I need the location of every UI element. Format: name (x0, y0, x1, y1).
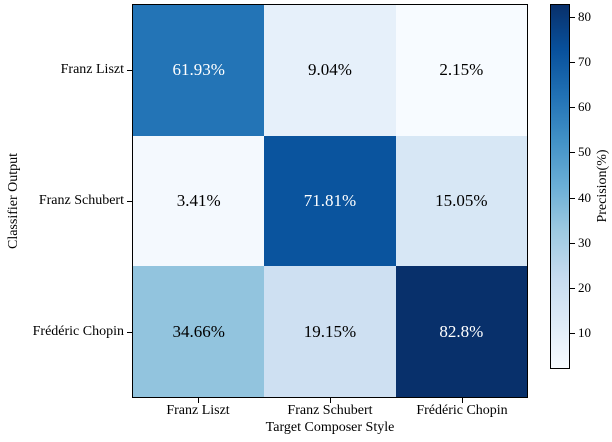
cell-value-label: 61.93% (172, 60, 225, 80)
colorbar-tick-label: 40 (578, 189, 591, 205)
cell-value-label: 15.05% (435, 190, 488, 210)
heatmap-cell: 15.05% (395, 135, 527, 267)
colorbar-tick-label: 50 (578, 144, 591, 160)
heatmap-cell: 2.15% (395, 5, 527, 136)
y-tick-mark (127, 201, 132, 202)
cell-value-label: 82.8% (439, 321, 484, 341)
heatmap-cell: 9.04% (264, 5, 396, 136)
colorbar-tick-label: 70 (578, 53, 591, 69)
heatmap-cell: 19.15% (264, 266, 396, 397)
cell-value-label: 2.15% (439, 60, 484, 80)
y-tick-label: Franz Schubert (38, 193, 124, 208)
cell-value-label: 34.66% (172, 321, 225, 341)
cell-value-label: 3.41% (176, 190, 221, 210)
heatmap-cell: 34.66% (133, 266, 265, 397)
y-tick-mark (127, 332, 132, 334)
x-tick-label: Franz Liszt (166, 403, 230, 418)
heatmap-cell: 82.8% (395, 266, 527, 397)
colorbar-tick-mark (570, 152, 575, 154)
y-tick-mark (127, 69, 132, 71)
heatmap: 61.93% 9.04% 2.15% 3.41% 71.81% 15.05% 34.66% 1… (132, 4, 528, 398)
colorbar-tick-label: 10 (578, 325, 591, 341)
colorbar-tick-label: 30 (578, 234, 591, 250)
cell-value-label: 19.15% (303, 321, 357, 341)
colorbar-tick-label: 20 (578, 280, 591, 296)
colorbar-tick-mark (570, 242, 575, 244)
colorbar (550, 4, 570, 369)
x-tick-label: Frédéric Chopin (416, 403, 508, 418)
x-tick-mark (330, 398, 331, 403)
cell-value-label: 9.04% (308, 60, 352, 80)
colorbar-tick-mark (570, 288, 575, 290)
y-tick-label: Franz Liszt (60, 61, 124, 77)
heatmap-cell: 71.81% (264, 135, 396, 267)
heatmap-cell: 3.41% (133, 135, 265, 267)
colorbar-tick-mark (570, 61, 575, 63)
heatmap-cell: 61.93% (133, 5, 265, 136)
colorbar-tick-mark (570, 197, 575, 199)
colorbar-tick-mark (570, 333, 575, 335)
colorbar-tick-label: 80 (578, 8, 591, 24)
x-tick-mark (462, 398, 463, 403)
colorbar-tick-label: 60 (578, 99, 591, 115)
x-tick-label: Franz Schubert (287, 403, 373, 418)
colorbar-tick-mark (570, 16, 575, 18)
colorbar-title: Precision(%) (595, 149, 610, 223)
colorbar-tick-mark (570, 107, 575, 109)
x-tick-mark (198, 398, 199, 403)
y-tick-label: Frédéric Chopin (32, 324, 124, 340)
cell-value-label: 71.81% (303, 190, 357, 210)
y-axis-title: Classifier Output (6, 152, 21, 250)
x-axis-title: Target Composer Style (265, 420, 395, 435)
